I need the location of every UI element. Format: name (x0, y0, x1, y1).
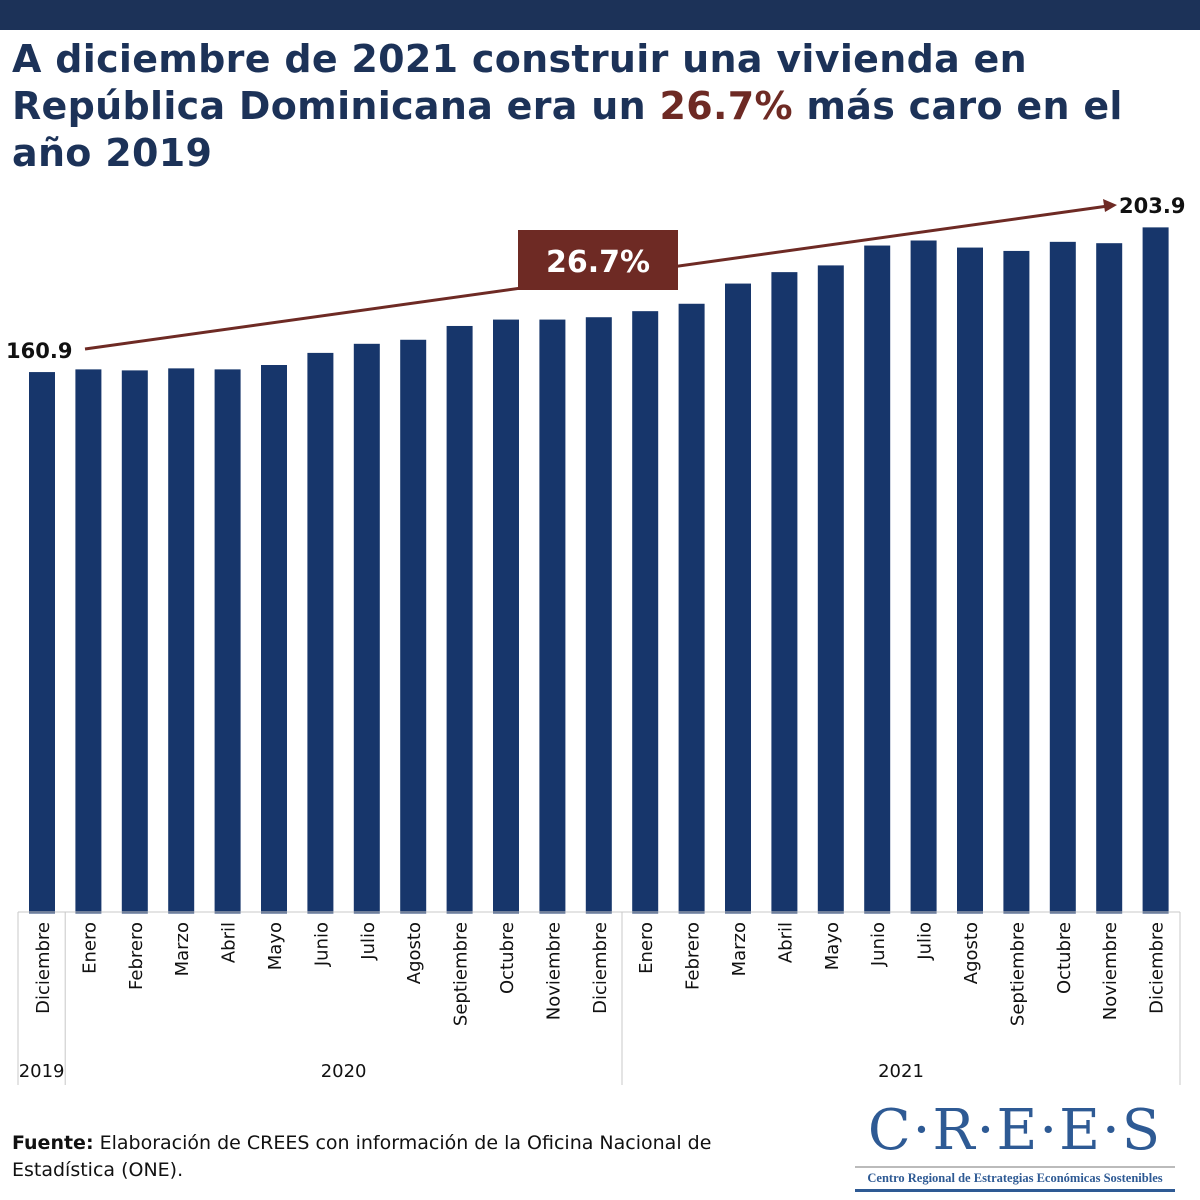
bar-chart: Diciembre Enero Febrero Marzo Abril Mayo Junio… (6, 194, 1185, 1085)
bar (168, 368, 195, 914)
source-label: Fuente: (12, 1132, 94, 1154)
category-label: Julio (915, 922, 936, 961)
category-label: Junio (868, 922, 889, 967)
category-label: Mayo (822, 922, 843, 970)
bar (307, 352, 334, 914)
source-text: Elaboración de CREES con información de … (12, 1132, 712, 1181)
bar (725, 283, 751, 914)
bar (910, 240, 937, 914)
category-label: Octubre (1054, 922, 1075, 994)
category-label: Agosto (404, 922, 425, 984)
end-value-label: 203.9 (1119, 194, 1185, 218)
category-label: Marzo (172, 922, 193, 976)
start-value-label: 160.9 (6, 339, 72, 363)
category-label: Noviembre (1100, 922, 1121, 1020)
bar (121, 370, 148, 914)
bar (214, 369, 241, 914)
category-label: Julio (358, 922, 379, 961)
bar (1142, 227, 1169, 914)
category-label: Noviembre (543, 922, 564, 1020)
category-label: Febrero (126, 922, 147, 990)
category-label: Enero (79, 922, 100, 974)
category-label: Junio (311, 922, 332, 967)
category-label: Agosto (961, 922, 982, 984)
bar (493, 319, 519, 914)
bar (771, 272, 798, 914)
year-label: 2020 (321, 1061, 367, 1082)
bar (817, 265, 844, 914)
bar (678, 303, 705, 914)
category-label: Diciembre (1147, 922, 1168, 1014)
category-label: Octubre (497, 922, 518, 994)
bar (446, 325, 473, 914)
bar (353, 343, 380, 914)
bar (539, 319, 566, 914)
category-label: Septiembre (451, 922, 472, 1026)
category-label: Marzo (729, 922, 750, 976)
year-label: 2019 (19, 1061, 65, 1082)
logo-divider (855, 1166, 1175, 1168)
title-text: A diciembre de 2021 construir una vivien… (12, 37, 1027, 128)
bar (864, 245, 891, 914)
bar (957, 247, 983, 914)
category-label: Diciembre (590, 922, 611, 1014)
bar (1096, 243, 1123, 914)
logo-subtitle: Centro Regional de Estrategias Económica… (867, 1171, 1163, 1185)
change-label: 26.7% (546, 245, 650, 280)
category-label: Enero (636, 922, 657, 974)
change-box (518, 230, 678, 290)
bar (585, 317, 612, 914)
arrow-head-icon (1103, 199, 1117, 212)
title-text-end: más caro en el año 2019 (12, 84, 1123, 175)
page-title: A diciembre de 2021 construir una vivien… (12, 36, 1192, 177)
category-label: Abril (775, 922, 796, 963)
category-label: Mayo (265, 922, 286, 970)
bar (632, 311, 659, 914)
year-label: 2021 (878, 1061, 924, 1082)
bar (400, 339, 427, 914)
source-note: Fuente: Elaboración de CREES con informa… (12, 1130, 812, 1184)
category-label: Febrero (683, 922, 704, 990)
bar (1003, 250, 1030, 914)
crees-logo: C·R·E·E·S Centro Regional de Estrategias… (855, 1098, 1175, 1194)
title-highlight: 26.7% (659, 84, 793, 128)
logo-mark: C·R·E·E·S (867, 1098, 1163, 1163)
bar (1049, 241, 1076, 914)
bar (75, 369, 102, 914)
bar (261, 365, 287, 914)
category-label: Diciembre (33, 922, 54, 1014)
logo-underline (855, 1189, 1175, 1192)
bar (29, 372, 55, 914)
category-label: Abril (219, 922, 240, 963)
category-label: Septiembre (1007, 922, 1028, 1026)
top-banner (0, 0, 1200, 30)
